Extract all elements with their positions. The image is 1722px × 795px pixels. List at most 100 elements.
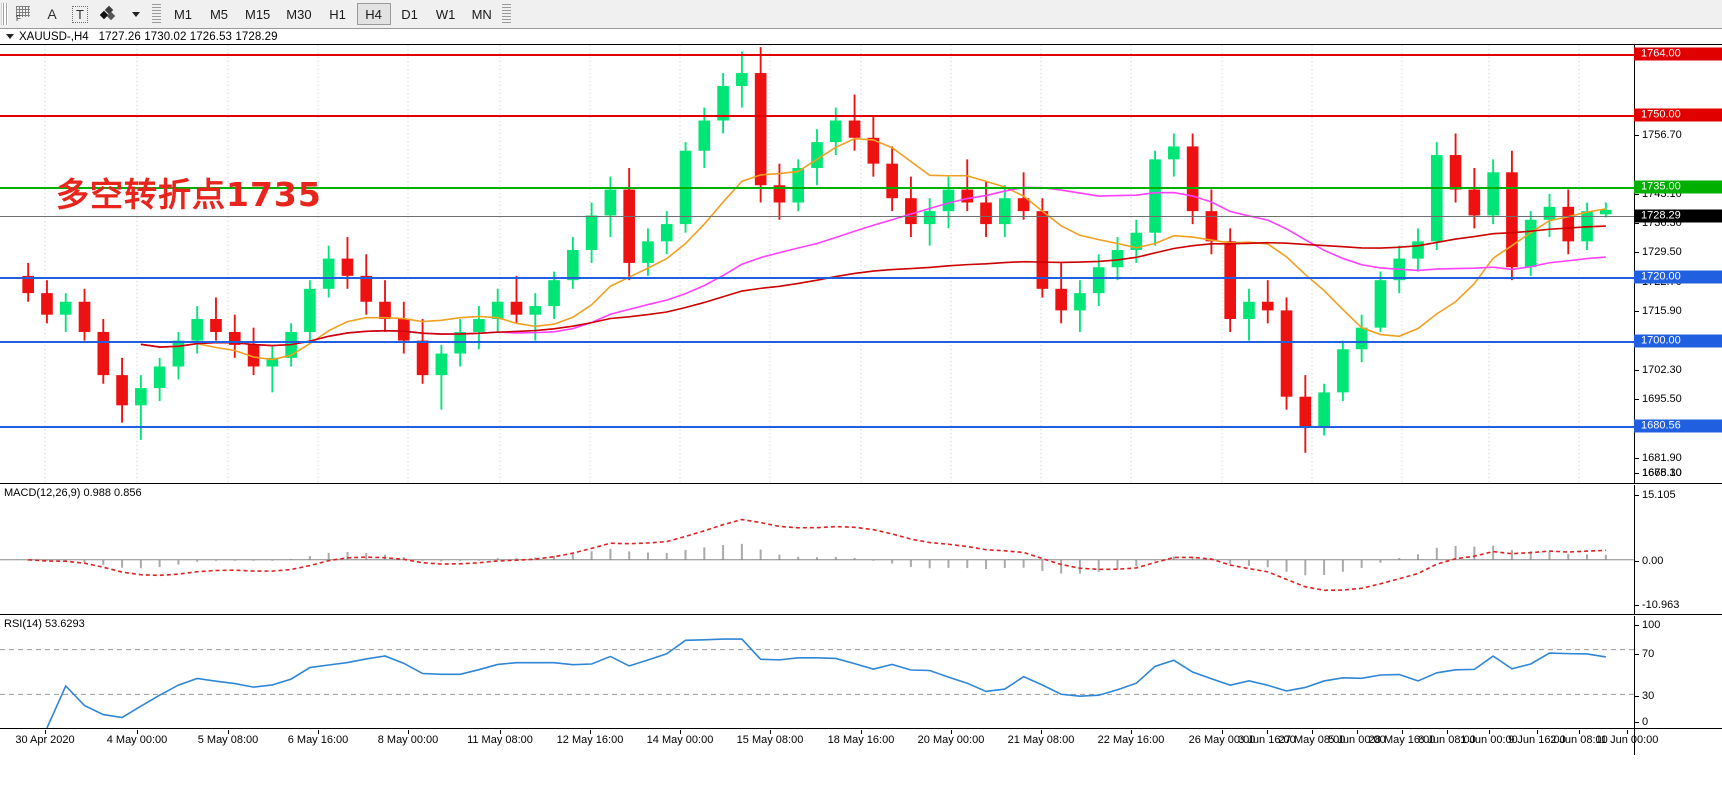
axis-tick-label: 1681.90: [1642, 452, 1682, 464]
rsi-axis-tick: 0: [1642, 716, 1649, 728]
chart-annotation: 多空转折点1735: [56, 175, 322, 214]
level-line-1750-00[interactable]: [0, 115, 1634, 117]
timeframe-mn[interactable]: MN: [471, 6, 492, 22]
time-axis-label: 4 May 00:00: [106, 734, 168, 746]
axis-tick-label: 1702.30: [1642, 364, 1682, 376]
axis-tickmark: [1635, 495, 1639, 496]
time-axis-label: 20 May 00:00: [917, 734, 985, 746]
time-axis-label: 27 May 08:00: [1278, 734, 1346, 746]
time-axis-label: 28 May 16:00: [1368, 734, 1436, 746]
shapes-dropdown-icon[interactable]: [123, 2, 149, 26]
axis-tick-label: 1715.90: [1642, 305, 1682, 317]
macd-axis-tick: -10.963: [1642, 599, 1680, 611]
rsi-pane[interactable]: RSI(14) 53.6293 100 70 30 0: [0, 616, 1722, 729]
macd-pane[interactable]: MACD(12,26,9) 0.988 0.856 15.105 0.00 -10.…: [0, 485, 1722, 615]
axis-tick-label: 1729.50: [1642, 246, 1682, 258]
level-line-1728-29[interactable]: [0, 216, 1634, 217]
axis-tickmark: [1635, 561, 1639, 562]
axis-tickmark: [1635, 399, 1639, 400]
chevron-down-icon[interactable]: [6, 34, 14, 39]
timeframe-m5[interactable]: M5: [209, 6, 229, 22]
axis-tick-label: 1695.50: [1642, 393, 1682, 405]
axis-tickmark: [1635, 722, 1639, 723]
toolbar-end-grip[interactable]: [501, 4, 511, 24]
time-axis-label: 5 May 08:00: [197, 734, 259, 746]
timeframe-m15[interactable]: M15: [245, 6, 271, 22]
price-tag-1720-00[interactable]: 1720.00: [1634, 270, 1722, 284]
time-tickmark: [1402, 730, 1403, 734]
price-pane[interactable]: 多空转折点1735 1756.70 1743.10 1736.30 1729.50 17…: [0, 45, 1722, 484]
rsi-canvas: [0, 638, 1634, 728]
text-object-icon[interactable]: T: [67, 2, 93, 26]
timeframe-m30[interactable]: M30: [286, 6, 312, 22]
timeframe-h4[interactable]: H4: [356, 3, 391, 25]
macd-axis-tick: 0.00: [1642, 555, 1664, 567]
time-tickmark: [45, 730, 46, 734]
axis-tickmark: [1635, 370, 1639, 371]
time-tickmark: [1579, 730, 1580, 734]
price-tag-1735-00[interactable]: 1735.00: [1634, 180, 1722, 194]
time-axis-label: 11 May 08:00: [467, 734, 533, 746]
rsi-axis-tick: 100: [1642, 619, 1661, 631]
rsi-axis: 100 70 30 0: [1634, 616, 1722, 728]
price-tag-1728-29[interactable]: 1728.29: [1634, 209, 1722, 223]
level-line-1764-00[interactable]: [0, 54, 1634, 56]
shapes-icon[interactable]: [95, 2, 121, 26]
price-axis[interactable]: 1756.701743.101736.301729.501722.701715.…: [1634, 45, 1722, 483]
time-axis-label: 6 May 16:00: [287, 734, 349, 746]
price-tag-1700-00[interactable]: 1700.00: [1634, 334, 1722, 348]
timeframe-group-grip[interactable]: [152, 4, 161, 24]
time-tickmark: [1041, 730, 1042, 734]
level-line-1680-56[interactable]: [0, 426, 1634, 428]
timeframe-m1[interactable]: M1: [173, 6, 193, 22]
time-axis-label: 18 May 16:00: [827, 734, 895, 746]
time-axis-label: 14 May 00:00: [646, 734, 714, 746]
axis-tickmark: [1635, 252, 1639, 253]
price-tag-1680-56[interactable]: 1680.56: [1634, 419, 1722, 433]
level-line-1735-00[interactable]: [0, 187, 1634, 189]
level-line-1700-00[interactable]: [0, 341, 1634, 343]
time-axis-label: 1 Jun 00:00: [1460, 734, 1518, 746]
rsi-axis-tick: 30: [1642, 690, 1655, 702]
time-tickmark: [1267, 730, 1268, 734]
price-plot[interactable]: 多空转折点1735: [0, 45, 1634, 483]
level-line-1720-00[interactable]: [0, 277, 1634, 279]
timeframe-w1[interactable]: W1: [435, 6, 456, 22]
rsi-plot[interactable]: [0, 616, 1634, 728]
time-tickmark: [137, 730, 138, 734]
timeframe-d1[interactable]: D1: [401, 6, 418, 22]
axis-tickmark: [1635, 223, 1639, 224]
time-tickmark: [861, 730, 862, 734]
candlestick-canvas: [22, 45, 1612, 483]
time-tickmark: [1627, 730, 1628, 734]
ohlc-values: 1727.26 1730.02 1726.53 1728.29: [98, 30, 278, 43]
rsi-axis-tick: 70: [1642, 648, 1655, 660]
chart-area: 多空转折点1735 1756.70 1743.10 1736.30 1729.50 17…: [0, 45, 1722, 795]
axis-tickmark: [1635, 696, 1639, 697]
macd-label: MACD(12,26,9) 0.988 0.856: [4, 487, 142, 499]
axis-tick-label: 1668.30: [1642, 467, 1682, 479]
time-axis-label: 8 May 00:00: [377, 734, 439, 746]
macd-plot[interactable]: [0, 485, 1634, 614]
axis-tick-label: 1675.10: [1642, 467, 1682, 479]
time-axis[interactable]: 30 Apr 2020 4 May 00:00 5 May 08:00 6 May 1…: [0, 729, 1722, 755]
price-tag-1764-00[interactable]: 1764.00: [1634, 47, 1722, 61]
time-tickmark: [408, 730, 409, 734]
time-tickmark: [1357, 730, 1358, 734]
time-tickmark: [318, 730, 319, 734]
symbol-info-bar: XAUUSD-,H4 1727.26 1730.02 1726.53 1728.…: [0, 29, 1722, 45]
timeframe-h1[interactable]: H1: [329, 6, 346, 22]
text-label-icon[interactable]: A: [47, 6, 57, 22]
time-tickmark: [1489, 730, 1490, 734]
time-tickmark: [228, 730, 229, 734]
rsi-label: RSI(14) 53.6293: [4, 618, 85, 630]
time-tickmark: [1131, 730, 1132, 734]
price-tag-1750-00[interactable]: 1750.00: [1634, 108, 1722, 122]
crosshair-f-icon[interactable]: F: [11, 2, 37, 26]
toolbar-grip[interactable]: [1, 3, 8, 25]
axis-tickmark: [1635, 625, 1639, 626]
axis-tickmark: [1635, 654, 1639, 655]
time-tickmark: [680, 730, 681, 734]
time-axis-label: 9 Jun 16:00: [1508, 734, 1566, 746]
axis-tick-label: 1756.70: [1642, 129, 1682, 141]
